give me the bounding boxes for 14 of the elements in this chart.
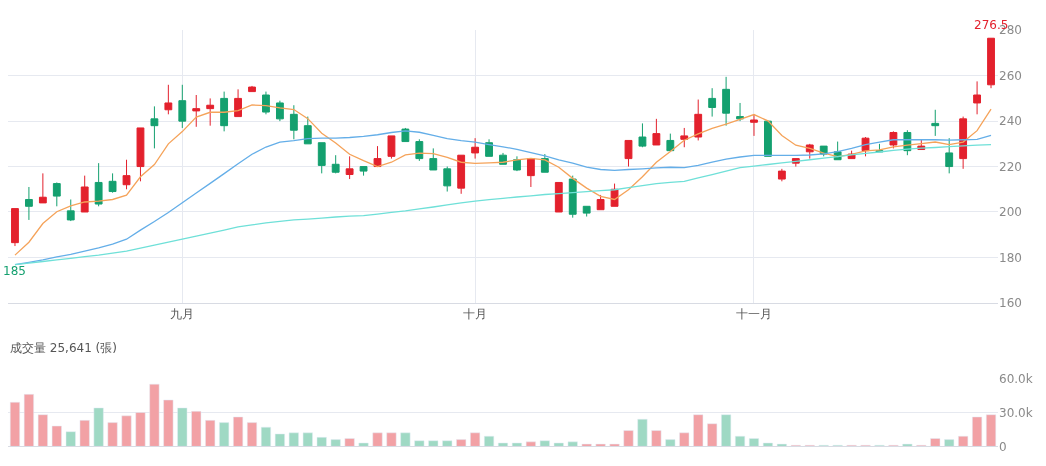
y-tick-label: 220	[999, 159, 1022, 174]
x-tick-label: 九月	[170, 307, 195, 322]
y-tick-label: 200	[999, 205, 1022, 220]
x-tick-label: 十月	[463, 307, 488, 322]
chart-title: 成交量 25,641 (張)	[10, 341, 117, 355]
y-tick-label: 160	[999, 296, 1022, 311]
y-tick-label: 30.0k	[999, 405, 1033, 420]
y-tick-label: 260	[999, 68, 1022, 83]
y-tick-label: 240	[999, 114, 1022, 129]
x-tick-label: 十一月	[735, 307, 772, 322]
y-tick-label: 180	[999, 250, 1022, 265]
y-tick-label: 0	[999, 439, 1007, 454]
annotation: 185	[3, 264, 26, 278]
y-tick-label: 60.0k	[999, 371, 1033, 386]
